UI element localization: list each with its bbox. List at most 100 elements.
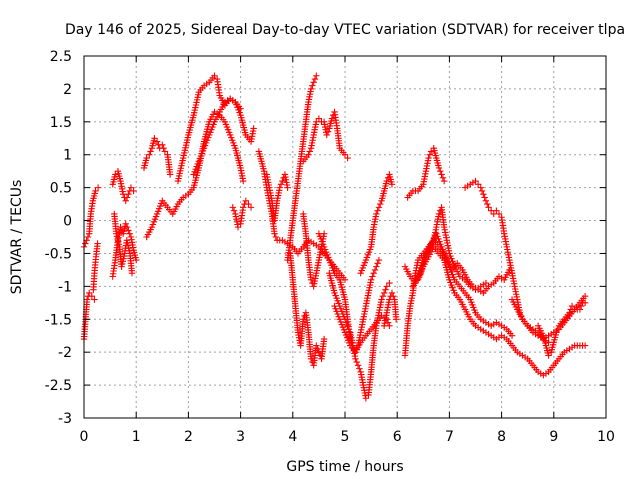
- data-point: [392, 316, 400, 323]
- data-point: [576, 306, 584, 313]
- x-tick-label: 0: [80, 429, 89, 445]
- data-point: [369, 273, 376, 280]
- data-point: [300, 316, 307, 323]
- y-tick-label: -2: [58, 345, 72, 361]
- data-point: [478, 187, 486, 195]
- data-point: [425, 154, 432, 162]
- data-point: [123, 223, 131, 231]
- data-point: [388, 181, 396, 188]
- data-point: [237, 105, 244, 112]
- data-point: [344, 322, 351, 330]
- x-tick-label: 1: [132, 429, 141, 445]
- data-point: [122, 220, 129, 228]
- axis-ticks: 0 1 2 3 4 5 6 7 8 9 10 -3 -2.5 -2 -1.5 -1 -0.5 0 0.5 1 1.5 2 2…: [45, 49, 615, 445]
- series-arc18: [315, 230, 383, 356]
- data-point: [82, 240, 89, 247]
- series-arc21: [357, 171, 396, 277]
- data-point: [313, 342, 320, 349]
- series-arc27: [414, 243, 589, 379]
- data-point: [375, 204, 383, 211]
- data-point: [315, 348, 323, 356]
- data-point: [480, 191, 487, 198]
- data-point: [380, 289, 388, 297]
- series-arc30: [534, 299, 589, 359]
- series-arc8: [140, 135, 174, 178]
- series-arc2: [80, 184, 102, 251]
- data-points: [80, 72, 589, 402]
- data-point: [352, 355, 359, 362]
- data-point: [485, 204, 492, 211]
- data-point: [112, 171, 119, 178]
- data-point: [373, 263, 380, 270]
- y-tick-label: -0.5: [45, 246, 72, 262]
- data-point: [159, 141, 166, 149]
- data-point: [306, 148, 313, 155]
- x-tick-label: 5: [341, 429, 350, 445]
- data-point: [568, 302, 576, 310]
- data-point: [439, 174, 447, 181]
- data-point: [427, 148, 435, 155]
- y-tick-label: -1.5: [45, 312, 72, 328]
- data-point: [320, 335, 328, 343]
- data-point: [362, 395, 370, 402]
- data-point: [493, 207, 500, 214]
- data-point: [377, 200, 384, 208]
- data-point: [343, 319, 350, 326]
- chart-title: Day 146 of 2025, Sidereal Day-to-day VTE…: [65, 22, 625, 38]
- data-point: [151, 135, 158, 142]
- data-point: [578, 302, 585, 310]
- data-point: [508, 332, 516, 339]
- data-point: [91, 296, 98, 303]
- data-point: [122, 197, 129, 204]
- x-tick-label: 9: [549, 429, 558, 445]
- data-point: [435, 164, 443, 172]
- data-point: [382, 286, 389, 293]
- data-point: [581, 299, 589, 307]
- data-point: [554, 325, 561, 333]
- data-point: [481, 194, 488, 201]
- data-point: [426, 151, 434, 158]
- series-arc22: [380, 289, 400, 330]
- data-point: [88, 293, 96, 300]
- data-point: [94, 240, 101, 247]
- data-point: [305, 151, 312, 158]
- data-point: [375, 256, 383, 264]
- data-point: [367, 276, 375, 283]
- data-point: [126, 230, 133, 237]
- series-arc15: [286, 250, 328, 369]
- data-point: [146, 151, 153, 158]
- data-point: [440, 177, 448, 185]
- data-point: [313, 72, 320, 79]
- data-point: [240, 177, 247, 185]
- data-point: [125, 227, 132, 234]
- y-tick-label: 1: [63, 148, 72, 164]
- data-point: [83, 296, 91, 303]
- data-point: [240, 204, 247, 211]
- data-point: [128, 270, 136, 277]
- data-point: [309, 82, 316, 89]
- y-tick-label: 0: [63, 214, 72, 230]
- data-point: [307, 85, 315, 93]
- x-tick-label: 2: [184, 429, 193, 445]
- data-point: [166, 171, 174, 178]
- data-point: [566, 309, 573, 316]
- data-point: [379, 293, 387, 300]
- y-tick-label: 0.5: [50, 181, 72, 197]
- data-point: [117, 223, 124, 231]
- data-point: [211, 72, 218, 79]
- series-arc13: [263, 171, 291, 224]
- data-point: [133, 256, 140, 264]
- series-arc10: [190, 95, 244, 178]
- data-point: [345, 325, 353, 333]
- y-tick-label: -2.5: [45, 378, 72, 394]
- data-point: [383, 177, 390, 185]
- data-point: [153, 138, 161, 145]
- data-point: [374, 207, 381, 214]
- data-point: [143, 154, 150, 162]
- data-point: [472, 177, 479, 185]
- data-point: [553, 329, 560, 336]
- data-point: [271, 230, 278, 237]
